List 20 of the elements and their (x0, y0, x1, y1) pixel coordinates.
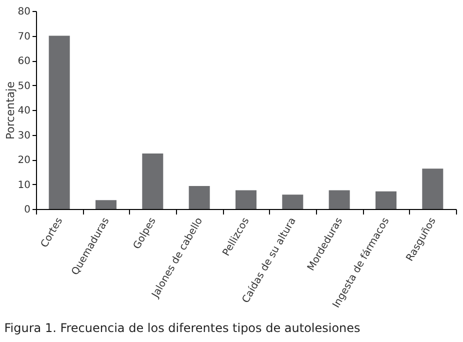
bar (236, 190, 256, 209)
y-tick-label: 40 (18, 106, 30, 116)
bar (188, 186, 210, 209)
y-tick-label: 10 (18, 180, 30, 191)
bar (376, 191, 396, 209)
bar (328, 190, 350, 209)
bar (142, 154, 164, 209)
y-tick-label: 20 (18, 155, 30, 166)
bar (282, 194, 304, 209)
bar (422, 168, 444, 209)
bar (96, 200, 116, 209)
y-tick-label: 50 (18, 80, 30, 92)
y-tick-label: 80 (18, 6, 30, 18)
bar (48, 36, 70, 209)
y-axis-title: Porcentaje (4, 81, 17, 140)
y-tick-label: 0 (24, 204, 30, 216)
y-tick-label: 70 (18, 31, 30, 42)
y-tick-label: 60 (18, 56, 30, 67)
text: Figura 1. Frecuencia de los diferentes tipos de autolesiones (4, 320, 360, 335)
y-tick-label: 30 (18, 130, 30, 142)
